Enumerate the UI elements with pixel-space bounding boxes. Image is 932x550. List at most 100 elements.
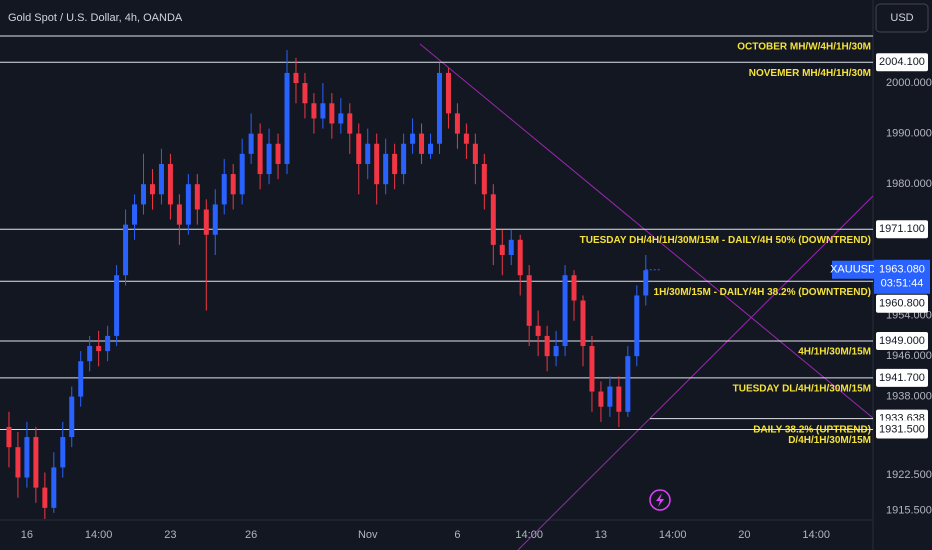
candle-body bbox=[490, 194, 496, 245]
x-tick-label: 16 bbox=[21, 529, 33, 541]
candle-body bbox=[589, 346, 595, 392]
symbol-badge bbox=[832, 260, 874, 279]
candle-body bbox=[320, 103, 326, 119]
candle-body bbox=[436, 72, 442, 144]
level-note: NOVEMER MH/4H/1H/30M bbox=[749, 68, 871, 79]
candle-body bbox=[114, 275, 120, 336]
candle-body bbox=[221, 174, 227, 205]
candle-body bbox=[194, 184, 200, 210]
candle-body bbox=[445, 72, 451, 114]
current-price-label: 1963.080 bbox=[879, 264, 925, 276]
level-price-label: 2004.100 bbox=[879, 56, 925, 68]
candle-body bbox=[275, 143, 281, 164]
y-tick-label: 1946.000 bbox=[886, 350, 932, 362]
candle-body bbox=[6, 426, 12, 448]
level-price-box bbox=[876, 220, 928, 239]
candle-body bbox=[410, 133, 416, 144]
level-note: 4H/1H/30M/15M bbox=[798, 347, 871, 358]
candle-body bbox=[87, 346, 93, 362]
candle-body bbox=[517, 239, 523, 276]
candle-body bbox=[463, 133, 469, 144]
x-tick-label: Nov bbox=[358, 529, 378, 541]
candle-body bbox=[203, 209, 209, 235]
candle-body bbox=[401, 143, 407, 175]
level-price-label: 1949.000 bbox=[879, 335, 925, 347]
candle-body bbox=[96, 346, 102, 352]
countdown: 03:51:44 bbox=[881, 278, 924, 290]
downtrend-line bbox=[419, 43, 874, 419]
candle-body bbox=[580, 300, 586, 347]
lightning-circle[interactable] bbox=[649, 489, 671, 511]
level-note: D/4H/1H/30M/15M bbox=[788, 435, 871, 446]
level-note: TUESDAY DL/4H/1H/30M/15M bbox=[733, 384, 871, 395]
candle-body bbox=[374, 143, 380, 185]
candle-body bbox=[383, 153, 389, 185]
level-price-box bbox=[876, 420, 928, 439]
candle-body bbox=[51, 467, 57, 508]
level-note: TUESDAY DH/4H/1H/30M/15M - DAILY/4H 50% … bbox=[580, 235, 871, 246]
level-price-box bbox=[876, 368, 928, 387]
x-tick-label: 14:00 bbox=[85, 529, 113, 541]
candle-body bbox=[472, 143, 478, 164]
candle-body bbox=[15, 447, 21, 478]
candle-body bbox=[69, 396, 75, 438]
candle-body bbox=[185, 184, 191, 225]
x-tick-label: 23 bbox=[164, 529, 176, 541]
candle-body bbox=[105, 335, 111, 352]
candle-body bbox=[598, 391, 604, 407]
candle-body bbox=[158, 163, 164, 195]
candle-body bbox=[526, 275, 532, 326]
currency-label[interactable]: USD bbox=[890, 12, 913, 24]
x-tick-label: 26 bbox=[245, 529, 257, 541]
level-note: OCTOBER MH/W/4H/1H/30M bbox=[737, 42, 871, 53]
candle-body bbox=[257, 133, 263, 175]
candle-body bbox=[607, 386, 613, 407]
candle-body bbox=[508, 239, 514, 255]
candle-body bbox=[481, 163, 487, 195]
candle-body bbox=[338, 113, 344, 124]
candle-body bbox=[123, 224, 129, 276]
candle-body bbox=[392, 153, 398, 175]
candle-body bbox=[239, 153, 245, 195]
y-tick-label: 1938.000 bbox=[886, 391, 932, 403]
level-price-label: 1931.500 bbox=[879, 423, 925, 435]
candle-body bbox=[454, 113, 460, 134]
lightning-icon[interactable] bbox=[649, 489, 671, 511]
x-tick-label: 20 bbox=[738, 529, 750, 541]
x-tick-label: 14:00 bbox=[659, 529, 687, 541]
candle-body bbox=[347, 113, 353, 134]
currency-button[interactable] bbox=[875, 3, 929, 33]
candle-body bbox=[33, 437, 39, 488]
candle-body bbox=[132, 204, 138, 225]
candle-body bbox=[212, 204, 218, 235]
candle-body bbox=[535, 325, 541, 336]
candle-body bbox=[42, 487, 48, 508]
level-price-box bbox=[876, 53, 928, 72]
x-tick-label: 13 bbox=[595, 529, 607, 541]
candle-body bbox=[544, 335, 550, 357]
y-tick-label: 1990.000 bbox=[886, 128, 932, 140]
candle-body bbox=[571, 275, 577, 301]
candle-body bbox=[365, 143, 371, 164]
candle-body bbox=[428, 143, 434, 154]
current-price-box bbox=[874, 259, 930, 294]
candle-body bbox=[356, 133, 362, 164]
candle-body bbox=[60, 437, 66, 468]
candle-body bbox=[499, 244, 505, 255]
candle-body bbox=[266, 143, 272, 175]
candle-body bbox=[562, 275, 568, 347]
y-tick-label: 2000.000 bbox=[886, 77, 932, 89]
candle-body bbox=[176, 204, 182, 225]
lightning-bolt[interactable] bbox=[656, 493, 664, 507]
candle-body bbox=[419, 133, 425, 154]
level-price-label: 1960.800 bbox=[879, 298, 925, 310]
level-price-box bbox=[876, 331, 928, 350]
candle-body bbox=[329, 103, 335, 124]
x-tick-label: 6 bbox=[454, 529, 460, 541]
x-tick-label: 14:00 bbox=[515, 529, 543, 541]
y-tick-label: 1922.500 bbox=[886, 469, 932, 481]
candle-body bbox=[284, 72, 290, 164]
candle-body bbox=[302, 83, 308, 104]
